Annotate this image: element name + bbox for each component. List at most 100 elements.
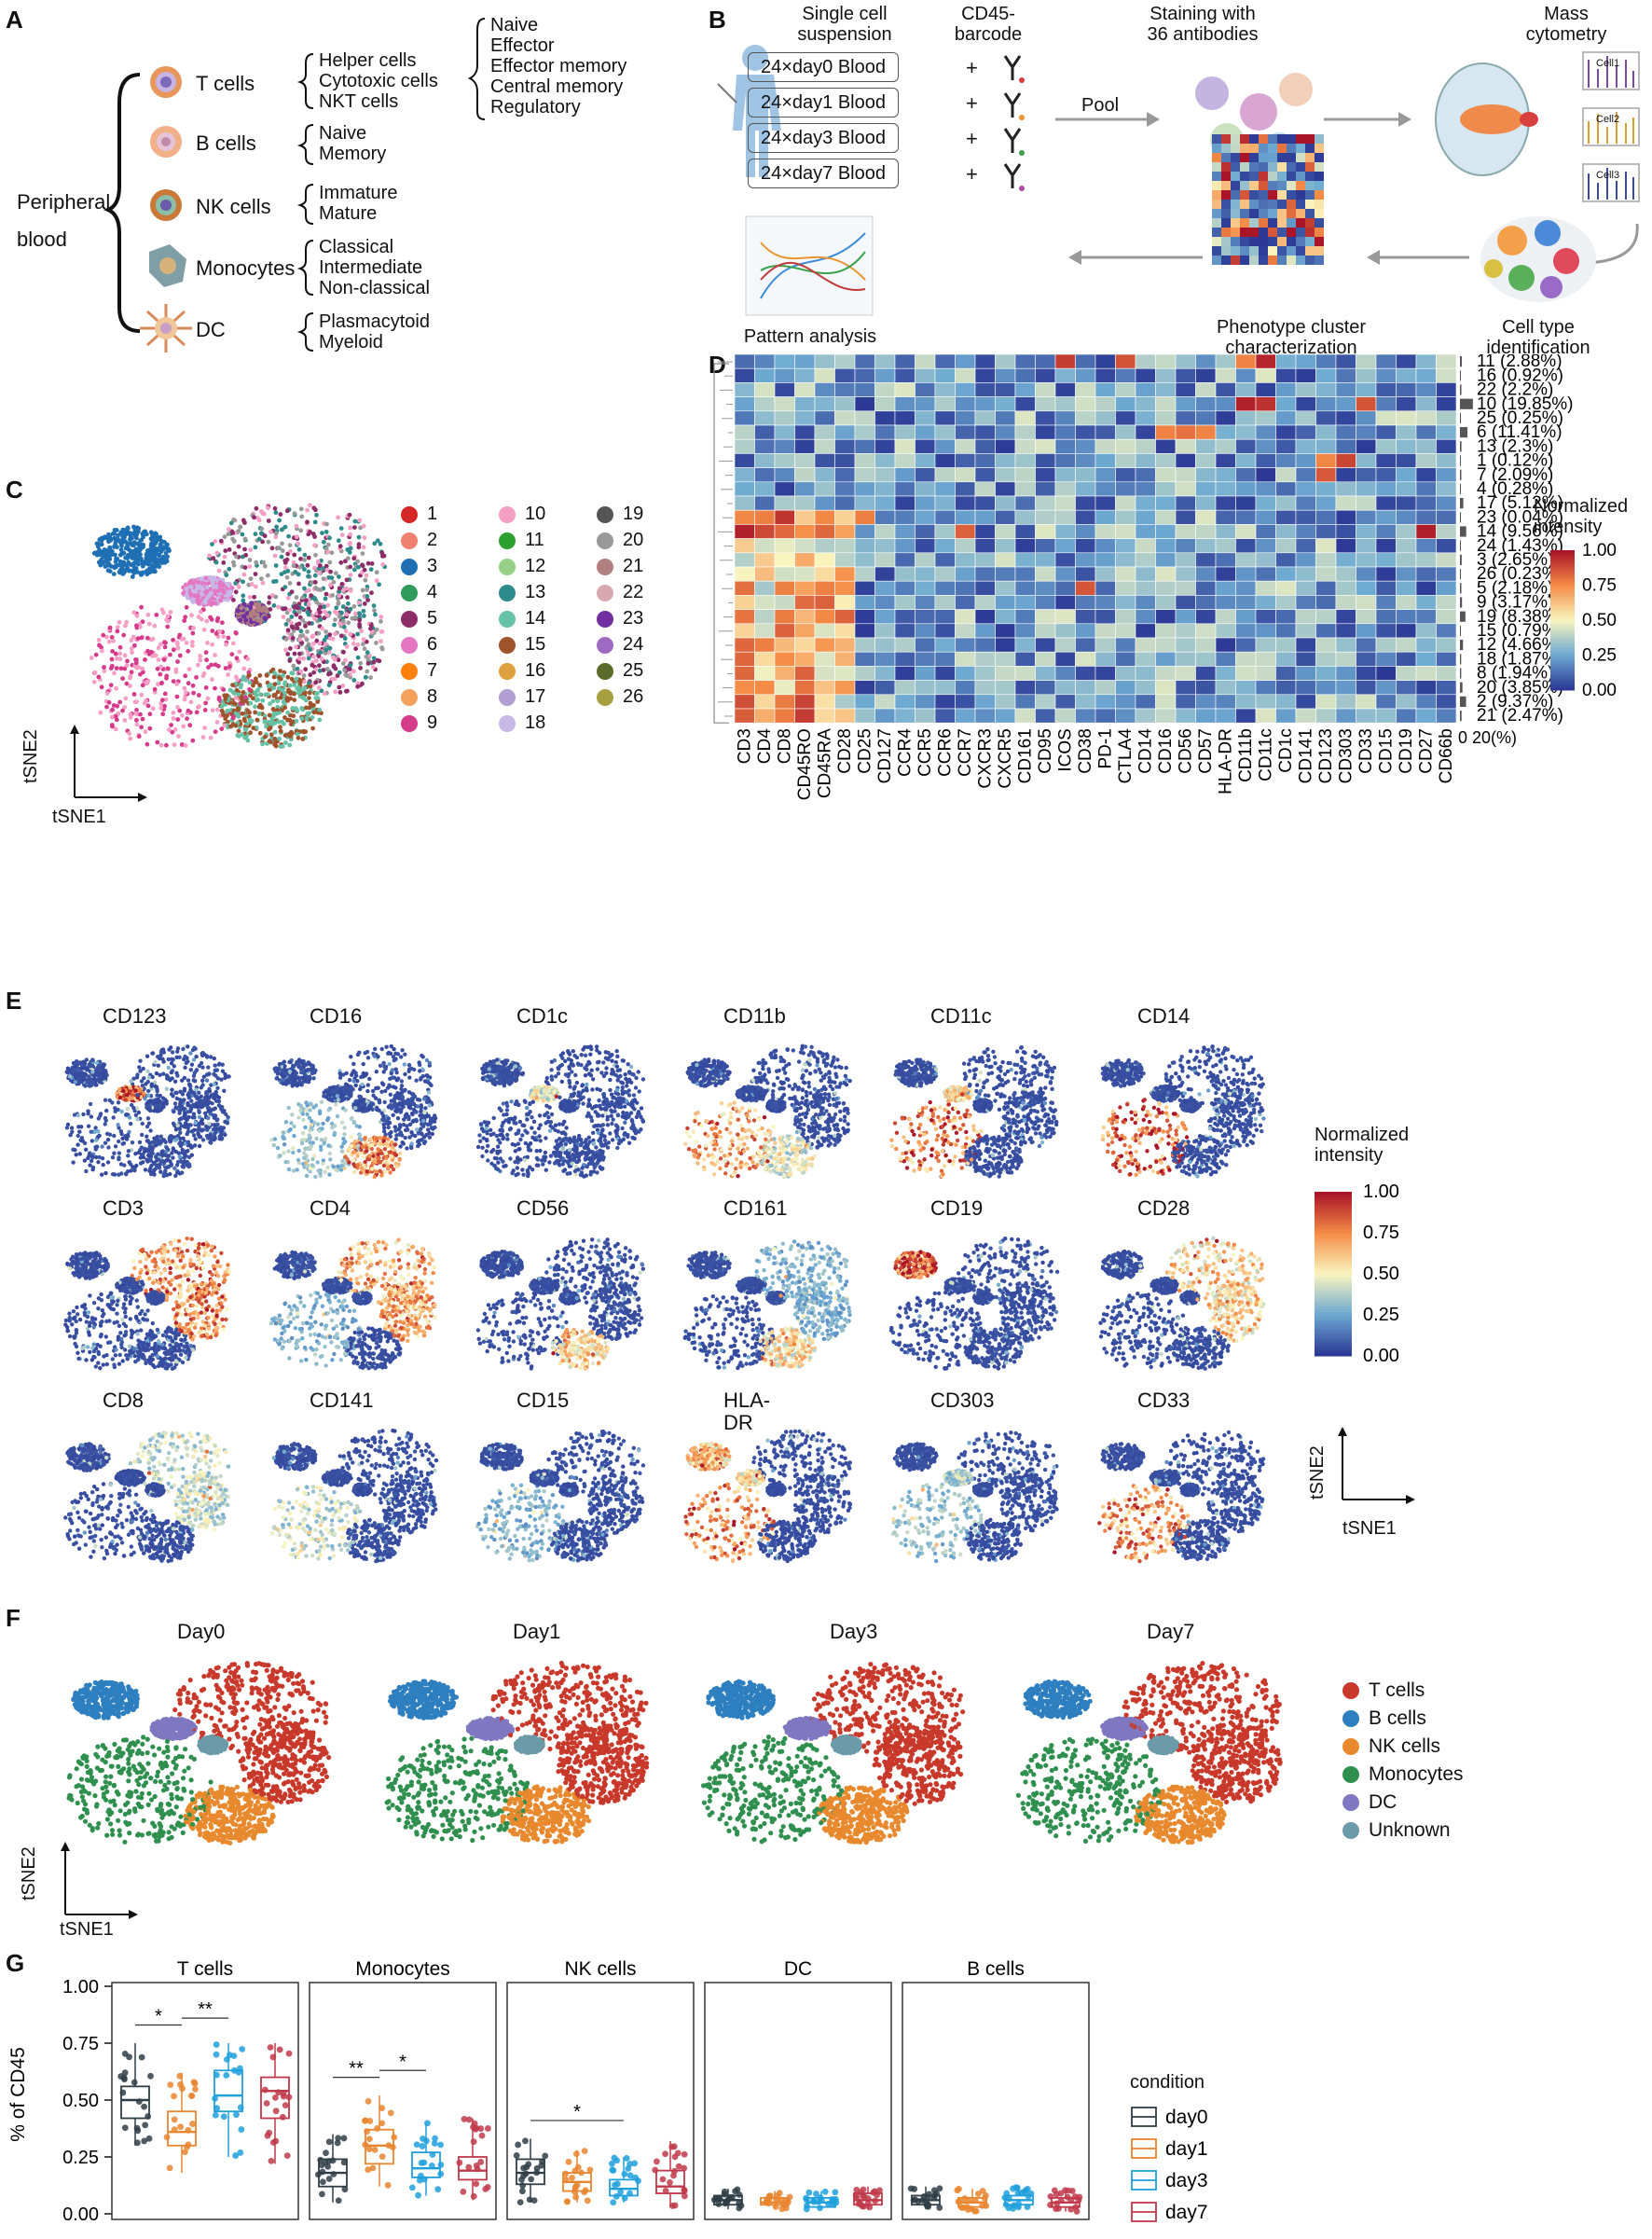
- cluster-point: [339, 610, 344, 615]
- heatmap-cell: [974, 524, 996, 539]
- marker-label: CD123: [1316, 728, 1336, 783]
- heatmap-cell: [814, 552, 835, 568]
- cluster-point: [184, 587, 189, 592]
- heatmap-cell: [754, 354, 776, 369]
- cluster-point: [146, 621, 152, 627]
- heatmap-cell: [754, 424, 776, 440]
- cluster-point: [251, 696, 255, 701]
- cluster-legend-item: 6: [401, 634, 437, 656]
- cluster-point: [286, 689, 291, 695]
- cluster-point: [312, 534, 317, 539]
- heatmap-cell: [774, 396, 795, 412]
- heatmap-cell: [1054, 580, 1076, 596]
- cluster-point: [365, 661, 371, 666]
- heatmap-cell: [874, 680, 896, 696]
- cluster-point: [210, 629, 215, 633]
- heatmap-cell: [814, 566, 835, 582]
- heatmap-cell: [1295, 609, 1316, 625]
- heatmap-cell: [734, 538, 755, 554]
- heatmap-cell: [1155, 609, 1177, 625]
- heatmap-cell: [934, 509, 956, 525]
- heatmap-cell: [814, 708, 835, 724]
- cluster-point: [282, 733, 288, 738]
- cluster-point: [242, 726, 248, 732]
- cell-point: [215, 1076, 221, 1081]
- cluster-point: [272, 737, 278, 741]
- heatmap-cell: [974, 354, 996, 369]
- cluster-point: [135, 570, 140, 574]
- heatmap-cell: [1155, 424, 1177, 440]
- cluster-point: [379, 629, 385, 634]
- heatmap-cell: [1014, 651, 1036, 667]
- cluster-point: [202, 708, 208, 712]
- heatmap-cell: [1155, 382, 1177, 397]
- cluster-label: 24: [623, 634, 643, 656]
- cell-point: [143, 1097, 147, 1101]
- heatmap-cell: [1215, 708, 1236, 724]
- cluster-point: [380, 554, 385, 559]
- cluster-point: [236, 728, 241, 734]
- colorbar-segment: [1550, 557, 1575, 560]
- cell-point: [135, 1106, 140, 1111]
- heatmap-cell: [934, 580, 956, 596]
- cluster-point: [309, 593, 314, 598]
- cluster-point: [114, 726, 118, 732]
- cell-point: [65, 1122, 71, 1127]
- cluster-point: [297, 651, 302, 656]
- colorbar-segment: [1550, 617, 1575, 621]
- cell-point: [76, 1133, 80, 1139]
- heatmap-cell: [1014, 424, 1036, 440]
- colorbar-segment: [1550, 620, 1575, 623]
- heatmap-cell: [1235, 680, 1257, 696]
- cluster-point: [356, 542, 362, 547]
- cluster-point: [277, 518, 282, 523]
- heatmap-cell: [1155, 595, 1177, 610]
- cluster-point: [214, 720, 220, 725]
- cluster-legend-item: 5: [401, 608, 437, 629]
- step-barcode: CD45- barcode: [932, 4, 1044, 45]
- cluster-point: [171, 716, 176, 721]
- heatmap-cell: [1375, 410, 1397, 426]
- row-pct-bar: [1460, 356, 1463, 367]
- cell-point: [172, 1064, 176, 1069]
- heatmap-cell: [1215, 467, 1236, 483]
- cell-point: [76, 1125, 81, 1129]
- cluster-point: [186, 681, 191, 686]
- cell-point: [137, 1065, 142, 1070]
- heatmap-cell: [1195, 509, 1217, 525]
- cell-point: [165, 1076, 170, 1081]
- colorbar-segment: [1550, 606, 1575, 609]
- heatmap-cell: [854, 367, 875, 383]
- row-pct-bar: [1460, 370, 1461, 381]
- cell-point: [133, 1113, 139, 1117]
- cluster-point: [171, 679, 176, 684]
- cluster-point: [254, 584, 258, 589]
- heatmap-cell: [1235, 538, 1257, 554]
- cell-point: [205, 1055, 210, 1059]
- cluster-point: [294, 595, 299, 600]
- cluster-point: [247, 595, 253, 600]
- cluster-point: [360, 681, 365, 686]
- heatmap-cell: [995, 666, 1016, 681]
- cluster-point: [121, 632, 127, 638]
- marker-label: CD4: [755, 728, 775, 764]
- cluster-point: [223, 548, 228, 553]
- cluster-point: [200, 587, 206, 592]
- cell-point: [204, 1078, 210, 1083]
- heatmap-cell: [1054, 552, 1076, 568]
- cluster-point: [295, 666, 300, 671]
- heatmap-cell: [754, 367, 776, 383]
- cluster-point: [128, 675, 132, 681]
- cluster-point: [207, 553, 213, 559]
- cluster-point: [322, 539, 326, 545]
- cluster-point: [377, 658, 382, 664]
- heatmap-cell: [774, 708, 795, 724]
- heatmap-cell: [1375, 552, 1397, 568]
- cell-point: [164, 1086, 170, 1091]
- cell-point: [170, 1050, 175, 1055]
- cluster-point: [109, 635, 115, 640]
- heatmap-cell: [1315, 453, 1337, 468]
- heatmap-cell: [1436, 396, 1457, 412]
- cluster-point: [197, 704, 201, 710]
- cluster-point: [201, 670, 207, 676]
